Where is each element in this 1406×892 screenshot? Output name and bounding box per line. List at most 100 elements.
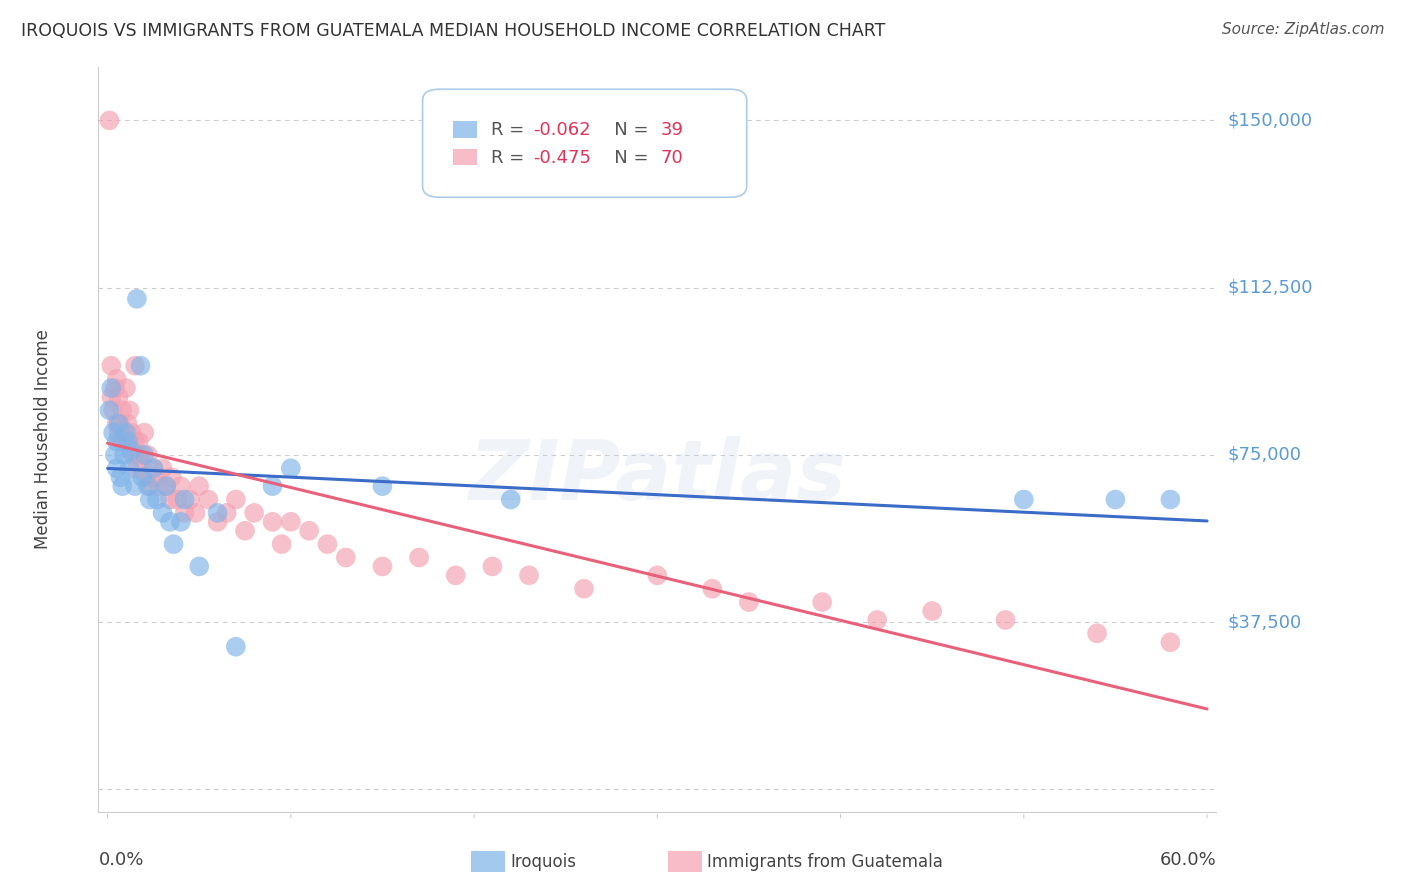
Point xyxy=(124,359,146,373)
Point xyxy=(117,417,139,431)
Point xyxy=(131,470,153,484)
Point xyxy=(811,595,834,609)
Text: $37,500: $37,500 xyxy=(1227,613,1302,632)
Point xyxy=(280,461,302,475)
Point xyxy=(142,461,165,475)
Point xyxy=(105,372,128,386)
Point xyxy=(159,492,181,507)
Point xyxy=(111,479,134,493)
Point xyxy=(120,425,142,440)
Text: -0.475: -0.475 xyxy=(533,149,592,167)
Point xyxy=(118,434,141,449)
Point xyxy=(152,506,174,520)
Point xyxy=(1012,492,1035,507)
Point xyxy=(120,443,142,458)
Point xyxy=(107,417,129,431)
Point xyxy=(110,417,132,431)
Point xyxy=(118,403,141,417)
Text: Source: ZipAtlas.com: Source: ZipAtlas.com xyxy=(1222,22,1385,37)
Point xyxy=(107,390,129,404)
Point xyxy=(207,515,229,529)
Point xyxy=(115,434,138,449)
Point xyxy=(136,479,159,493)
Point xyxy=(179,492,201,507)
Point xyxy=(162,537,184,551)
Point xyxy=(142,461,165,475)
Point xyxy=(98,403,121,417)
Text: 39: 39 xyxy=(661,121,683,139)
Point xyxy=(105,461,128,475)
Point xyxy=(117,434,139,449)
Point xyxy=(122,448,145,462)
Point xyxy=(262,479,284,493)
Text: 0.0%: 0.0% xyxy=(98,851,143,869)
Point xyxy=(499,492,522,507)
Point xyxy=(1159,492,1181,507)
Point xyxy=(921,604,943,618)
Point xyxy=(118,461,141,475)
Point xyxy=(135,470,157,484)
Point xyxy=(111,403,134,417)
Point xyxy=(335,550,357,565)
Point xyxy=(112,448,135,462)
Text: N =: N = xyxy=(598,149,654,167)
Point xyxy=(111,434,134,449)
Point xyxy=(100,381,122,395)
Point xyxy=(143,470,166,484)
Point xyxy=(207,506,229,520)
Point xyxy=(98,113,121,128)
Text: $150,000: $150,000 xyxy=(1227,112,1312,129)
Point xyxy=(166,492,188,507)
Point xyxy=(188,559,211,574)
Point xyxy=(572,582,595,596)
Text: IROQUOIS VS IMMIGRANTS FROM GUATEMALA MEDIAN HOUSEHOLD INCOME CORRELATION CHART: IROQUOIS VS IMMIGRANTS FROM GUATEMALA ME… xyxy=(21,22,886,40)
Point xyxy=(184,506,207,520)
Point xyxy=(1104,492,1126,507)
Point xyxy=(128,434,150,449)
Point xyxy=(270,537,292,551)
Point xyxy=(131,461,153,475)
Point xyxy=(105,434,128,449)
Point xyxy=(124,434,146,449)
Point xyxy=(738,595,761,609)
Point xyxy=(100,390,122,404)
Point xyxy=(125,461,148,475)
Point xyxy=(517,568,540,582)
Point xyxy=(170,515,193,529)
Point xyxy=(152,461,174,475)
Point xyxy=(146,492,169,507)
Point xyxy=(155,479,177,493)
Point xyxy=(101,403,124,417)
Text: 60.0%: 60.0% xyxy=(1160,851,1216,869)
Bar xyxy=(453,149,478,165)
Point xyxy=(197,492,219,507)
FancyBboxPatch shape xyxy=(423,89,747,197)
Point xyxy=(100,359,122,373)
Point xyxy=(866,613,889,627)
Point xyxy=(107,425,129,440)
Bar xyxy=(453,121,478,137)
Point xyxy=(173,492,195,507)
Point xyxy=(129,359,152,373)
Point xyxy=(112,425,135,440)
Text: ZIPatlas: ZIPatlas xyxy=(468,436,846,517)
Text: $75,000: $75,000 xyxy=(1227,446,1302,464)
Point xyxy=(105,417,128,431)
Text: N =: N = xyxy=(598,121,654,139)
Point xyxy=(298,524,321,538)
Point xyxy=(160,470,183,484)
Point xyxy=(115,381,138,395)
Point xyxy=(1159,635,1181,649)
Point xyxy=(159,515,181,529)
Point xyxy=(316,537,339,551)
Point xyxy=(124,479,146,493)
Point xyxy=(215,506,238,520)
Point xyxy=(371,559,394,574)
Point xyxy=(188,479,211,493)
Point xyxy=(136,448,159,462)
Point xyxy=(225,640,247,654)
Point xyxy=(125,292,148,306)
Point xyxy=(371,479,394,493)
Point xyxy=(1085,626,1108,640)
Point xyxy=(134,448,156,462)
